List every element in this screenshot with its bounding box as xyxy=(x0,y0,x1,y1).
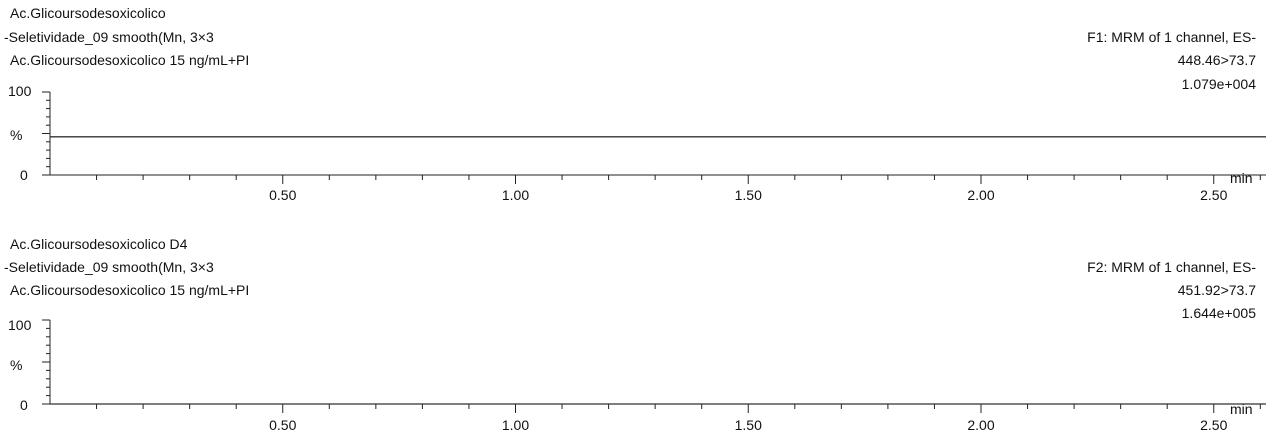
panel-2-ytick-100: 100 xyxy=(8,317,32,333)
panel-1-ylabel: % xyxy=(10,127,22,143)
panel-1-transition: 448.46>73.7 xyxy=(1178,52,1256,68)
x-tick-label: 2.00 xyxy=(967,187,994,203)
x-tick-label: 2.00 xyxy=(967,417,994,433)
panel-1-channel-info: F1: MRM of 1 channel, ES- xyxy=(1087,29,1256,45)
panel-2-x-tick-labels: 0.501.001.502.002.503.003.504.004.505.00 xyxy=(269,417,1227,433)
chromatogram-trace xyxy=(50,403,1266,405)
chromatogram-panel-2: Ac.Glicoursodesoxicolico D4 -Seletividad… xyxy=(4,236,1266,433)
panel-2-transition: 451.92>73.7 xyxy=(1178,282,1256,298)
x-tick-label: 1.50 xyxy=(735,187,762,203)
panel-1-intensity: 1.079e+004 xyxy=(1182,76,1257,92)
x-tick-label: 2.50 xyxy=(1200,187,1227,203)
panel-1-title-line-2: -Seletividade_09 smooth(Mn, 3×3 xyxy=(4,29,214,45)
panel-2-title-line-3: Ac.Glicoursodesoxicolico 15 ng/mL+PI xyxy=(10,282,249,298)
x-tick-label: 1.50 xyxy=(735,417,762,433)
panel-1-axes xyxy=(42,91,1266,184)
panel-2-xlabel: min xyxy=(1230,401,1253,417)
chromatogram-trace xyxy=(50,136,1266,138)
panel-1-ytick-0: 0 xyxy=(20,167,28,183)
x-tick-label: 0.50 xyxy=(269,417,296,433)
panel-2-axes xyxy=(42,319,1266,413)
panel-1-title-line-1: Ac.Glicoursodesoxicolico xyxy=(10,5,166,21)
x-tick-label: 1.00 xyxy=(502,417,529,433)
panel-1-ytick-100: 100 xyxy=(8,83,32,99)
panel-2-intensity: 1.644e+005 xyxy=(1182,305,1257,321)
panel-1-x-tick-labels: 0.501.001.502.002.503.003.504.004.50 xyxy=(269,187,1227,203)
panel-2-ylabel: % xyxy=(10,357,22,373)
x-tick-label: 0.50 xyxy=(269,187,296,203)
panel-1-xlabel: min xyxy=(1230,170,1253,186)
x-tick-label: 1.00 xyxy=(502,187,529,203)
x-tick-label: 2.50 xyxy=(1200,417,1227,433)
panel-2-ytick-0: 0 xyxy=(20,397,28,413)
panel-1-title-line-3: Ac.Glicoursodesoxicolico 15 ng/mL+PI xyxy=(10,52,249,68)
panel-1-plot-area xyxy=(50,136,1266,138)
chromatogram-panel-1: Ac.Glicoursodesoxicolico -Seletividade_0… xyxy=(4,5,1266,203)
panel-2-channel-info: F2: MRM of 1 channel, ES- xyxy=(1087,259,1256,275)
panel-2-title-line-1: Ac.Glicoursodesoxicolico D4 xyxy=(10,236,188,252)
panel-2-plot-area xyxy=(50,403,1266,405)
panel-2-title-line-2: -Seletividade_09 smooth(Mn, 3×3 xyxy=(4,259,214,275)
